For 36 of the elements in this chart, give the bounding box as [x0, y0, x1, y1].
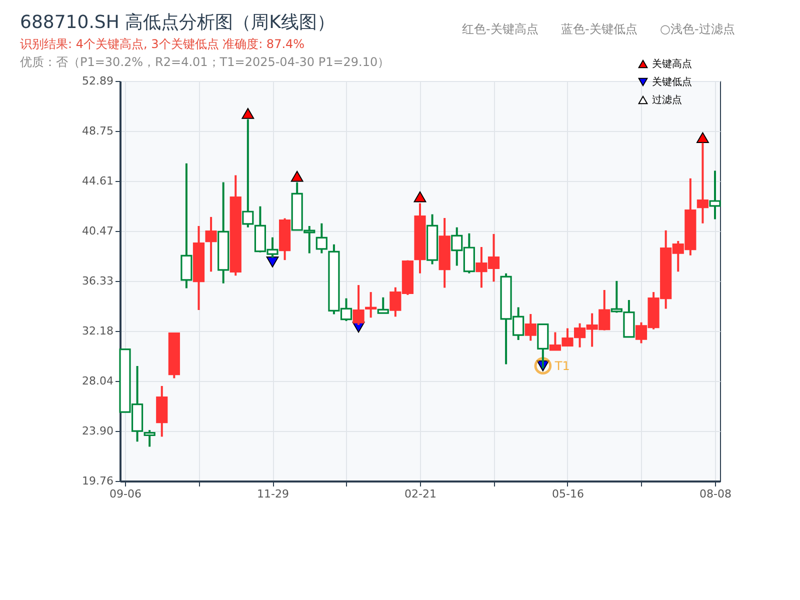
candlestick	[316, 222, 328, 254]
legend-label: 过滤点	[652, 94, 682, 106]
legend-label: 关键高点	[652, 58, 692, 70]
y-tick-label: 23.90	[82, 424, 114, 438]
y-tick-label: 44.61	[82, 174, 114, 188]
annotation: T1	[554, 358, 570, 373]
y-tick-label: 52.89	[82, 74, 114, 88]
x-tick-label: 09-06	[110, 488, 142, 500]
y-tick-label: 28.04	[82, 374, 114, 388]
text: 蓝色-关键低点	[561, 22, 638, 36]
candlestick	[144, 429, 156, 448]
point	[266, 256, 279, 268]
candlestick	[524, 313, 536, 342]
point	[290, 170, 304, 182]
point	[696, 132, 709, 144]
point	[242, 108, 254, 119]
y-tick-label: 32.18	[82, 324, 114, 338]
x-tick-label: 02-21	[404, 488, 436, 500]
candlestick	[365, 291, 377, 319]
text: 优质：否（P1=30.2%，R2=4.01；T1=2025-04-30 P1=29.10）	[20, 55, 390, 69]
y-tick-label: 40.47	[82, 224, 114, 238]
text: ○浅色-过滤点	[660, 22, 735, 36]
legend-label: 关键低点	[652, 76, 692, 88]
text: 红色-关键高点	[462, 22, 538, 36]
chart-subtitle: 识别结果: 4个关键高点, 3个关键低点 准确度: 87.4%	[20, 37, 305, 51]
x-tick-label: 11-29	[257, 488, 289, 500]
y-tick-label: 19.76	[82, 474, 114, 488]
point	[414, 191, 426, 202]
y-tick-label: 48.75	[82, 124, 114, 138]
chart-title: 688710.SH 高低点分析图（周K线图）	[20, 12, 335, 33]
point	[534, 357, 552, 374]
y-tick-label: 36.33	[82, 274, 114, 288]
x-tick-label: 05-16	[552, 488, 584, 500]
candlestick	[377, 296, 389, 314]
candlestick	[205, 216, 217, 273]
x-tick-label: 08-08	[700, 488, 732, 500]
